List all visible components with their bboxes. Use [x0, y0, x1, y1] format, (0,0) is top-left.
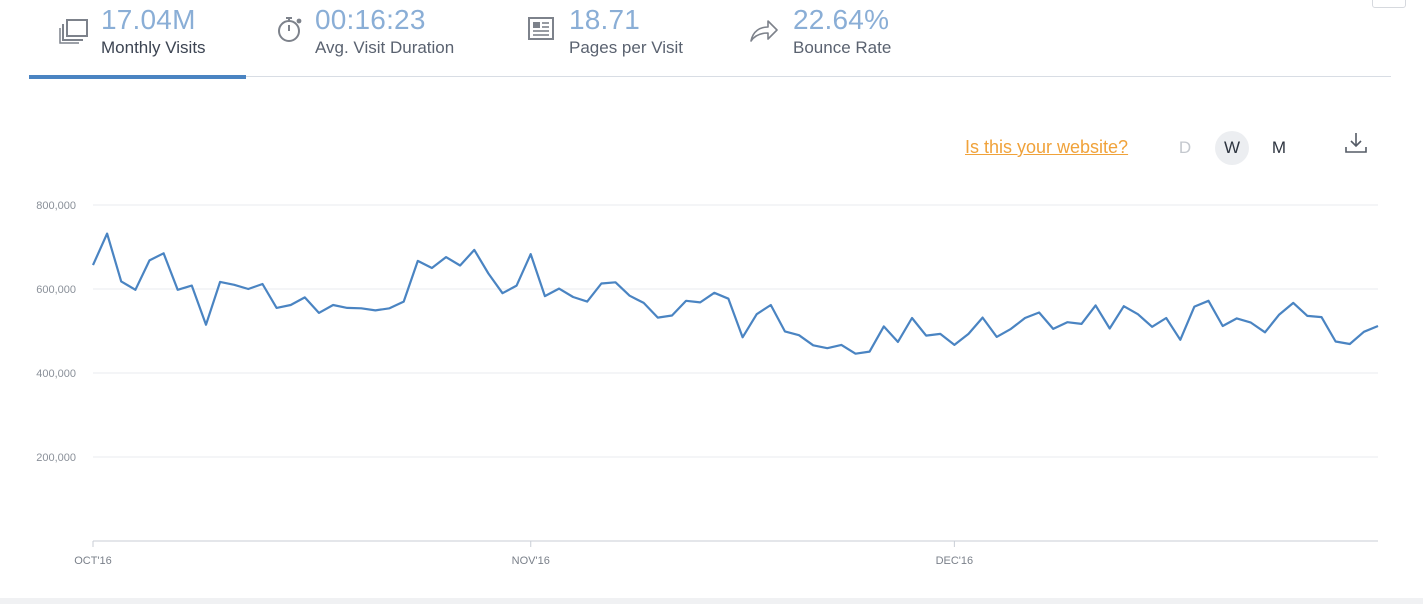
- granularity-monthly-button[interactable]: M: [1271, 138, 1287, 157]
- y-tick-label: 400,000: [36, 368, 76, 380]
- chart-x-axis: OCT'16 NOV'16 DEC'16: [74, 541, 973, 567]
- granularity-daily-button[interactable]: D: [1178, 138, 1192, 157]
- metric-label: Pages per Visit: [569, 38, 684, 57]
- y-tick-label: 200,000: [36, 452, 76, 464]
- corner-box[interactable]: [1372, 0, 1406, 8]
- tab-avg-visit-duration[interactable]: 00:16:23 Avg. Visit Duration: [272, 0, 482, 78]
- metric-label: Bounce Rate: [793, 38, 892, 57]
- bottom-strip: [0, 598, 1423, 604]
- y-tick-label: 600,000: [36, 284, 76, 296]
- x-tick-label: OCT'16: [74, 555, 112, 567]
- tab-monthly-visits[interactable]: 17.04M Monthly Visits: [56, 0, 246, 78]
- y-tick-label: 800,000: [36, 200, 76, 212]
- chart-gridlines: [93, 204, 1378, 542]
- claim-website-link[interactable]: Is this your website?: [965, 137, 1129, 157]
- chart-y-axis: 200,000 400,000 600,000 800,000: [36, 200, 76, 464]
- chart-series: [91, 232, 1379, 355]
- granularity-weekly-button[interactable]: W: [1215, 131, 1249, 165]
- download-icon[interactable]: [1343, 130, 1369, 156]
- tabs-divider: [29, 76, 1391, 77]
- share-arrow-icon: [750, 20, 778, 42]
- visits-line-chart[interactable]: 200,000 400,000 600,000 800,000 OCT'16 NOV'1…: [0, 180, 1423, 580]
- copy-pages-icon: [59, 19, 88, 44]
- x-tick-label: DEC'16: [936, 555, 974, 567]
- metric-value: 17.04M: [101, 4, 196, 35]
- tab-pages-per-visit[interactable]: 18.71 Pages per Visit: [525, 0, 705, 78]
- newspaper-icon: [528, 17, 554, 40]
- metric-value: 18.71: [569, 4, 641, 35]
- stopwatch-icon: [278, 17, 302, 42]
- active-tab-indicator: [29, 75, 246, 79]
- x-tick-label: NOV'16: [512, 555, 550, 567]
- metrics-tabs: 17.04M Monthly Visits 00:16:23 Avg. Visi…: [0, 0, 1423, 80]
- metric-label: Monthly Visits: [101, 38, 206, 57]
- series-line-monthly-visits[interactable]: [91, 232, 1379, 355]
- metric-value: 22.64%: [793, 4, 890, 35]
- metric-label: Avg. Visit Duration: [315, 38, 455, 57]
- metric-value: 00:16:23: [315, 4, 426, 35]
- tab-bounce-rate[interactable]: 22.64% Bounce Rate: [747, 0, 917, 78]
